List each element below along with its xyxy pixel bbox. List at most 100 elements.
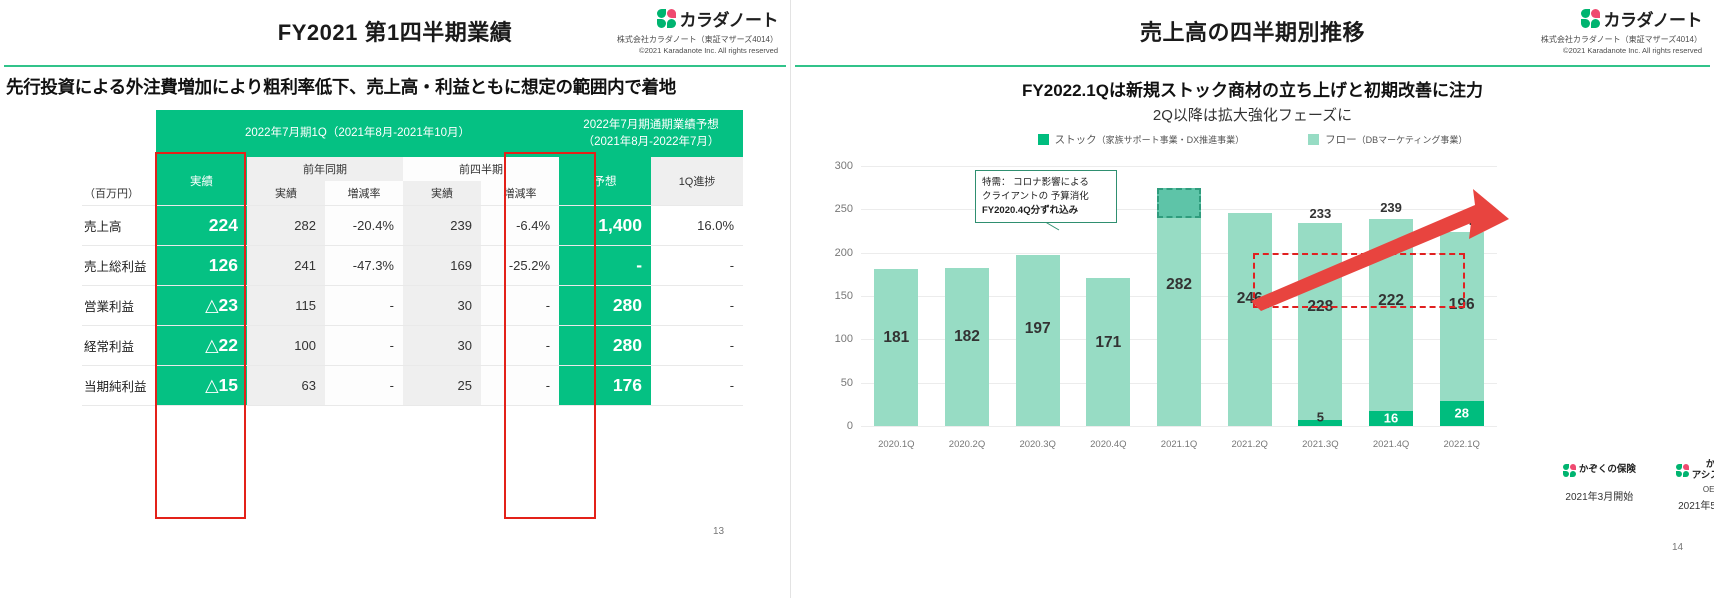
bar-value-flow: 197	[1024, 320, 1051, 338]
ytick-250: 250	[834, 203, 853, 216]
product-launch-row: かぞくの保険 2021年3月開始 かぞく アシスタント OEM 2021年5月開…	[1547, 455, 1714, 512]
bar-value-flow: 171	[1095, 334, 1122, 352]
cell-pq-actual: 25	[403, 365, 481, 406]
brand-name: カラダノート	[679, 11, 779, 30]
cell-actual: 126	[156, 245, 247, 286]
col-header-progress: 1Q進捗	[651, 157, 744, 206]
product-item: かぞくの保険 2021年3月開始	[1547, 455, 1652, 512]
product-item: かぞく アシスタント OEM 2021年5月開始	[1660, 455, 1714, 512]
clover-icon	[1675, 463, 1689, 477]
x-label: 2020.1Q	[878, 439, 915, 450]
cell-py-actual: 63	[247, 365, 325, 406]
bar-value-stock: 16	[1383, 410, 1399, 426]
cell-progress: -	[651, 285, 744, 326]
cell-forecast: -	[559, 245, 652, 286]
cell-pq-actual: 30	[403, 285, 481, 326]
col-header-prev-quarter: 前四半期	[403, 157, 560, 182]
table-row: 経常利益 △22 100 - 30 - 280 -	[82, 325, 744, 366]
col-header-actual: 実績	[156, 157, 247, 206]
cell-py-actual: 241	[247, 245, 325, 286]
cell-pq-actual: 30	[403, 325, 481, 366]
table-subheader-row-1: 実績 前年同期 前四半期 予想 1Q進捗	[82, 157, 744, 206]
legend-label-stock-sub: （家族サポート事業・DX推進事業）	[1096, 135, 1245, 145]
row-label: 売上高	[82, 205, 156, 246]
right-slide-header: 売上高の四半期別推移 カラダノート 株式会社カラダノート（東証マザーズ4014）…	[791, 0, 1714, 67]
bar-special-surge	[1157, 187, 1201, 218]
header-divider	[795, 65, 1710, 67]
ytick-50: 50	[840, 376, 853, 389]
table-group-header-row: 2022年7月期1Q（2021年8月-2021年10月） 2022年7月期通期業…	[82, 110, 744, 158]
callout-line-1: 特需： コロナ影響による	[982, 177, 1089, 188]
legend-item-flow: フロー（DBマーケティング事業）	[1308, 132, 1467, 147]
table-unit-label: （百万円）	[84, 188, 139, 201]
bar-flow: 246	[1227, 212, 1272, 426]
bar-total-label: 239	[1380, 200, 1402, 216]
bar-column: 182	[932, 166, 1003, 426]
forbiz-sub2: 2021年10月開始	[1671, 557, 1714, 570]
left-slide-header: FY2021 第1四半期業績 カラダノート 株式会社カラダノート（東証マザーズ4…	[0, 0, 790, 67]
cell-actual: △22	[156, 325, 247, 366]
bar-flow: 196	[1439, 231, 1484, 401]
clover-logo-icon	[1580, 9, 1600, 28]
brand-block: カラダノート 株式会社カラダノート（東証マザーズ4014） ©2021 Kara…	[617, 6, 778, 56]
cell-progress: -	[651, 325, 744, 366]
callout-line-3: FY2020.4Q分ずれ込み	[982, 204, 1079, 216]
ytick-200: 200	[834, 246, 853, 259]
bar-value-flow: 182	[954, 328, 980, 346]
subcol-pq-actual: 実績	[403, 181, 481, 206]
table-subheader-row-2: （百万円） 実績 増減率 実績 増減率	[82, 181, 743, 206]
product-launch-date: 2021年3月開始	[1565, 492, 1634, 503]
x-label: 2022.1Q	[1443, 439, 1480, 450]
chart-x-axis-labels: 2020.1Q 2020.2Q 2020.3Q 2020.4Q 2021.1Q …	[861, 439, 1497, 450]
bar-column: 246	[1214, 166, 1285, 426]
ytick-100: 100	[834, 333, 853, 346]
bar-stock: 28	[1439, 400, 1484, 426]
chart-plot-area: 300 250 200 150 100 50 0 181 182	[835, 160, 1497, 432]
brand-company: 株式会社カラダノート（東証マザーズ4014）	[1540, 35, 1702, 44]
subcol-py-actual: 実績	[247, 181, 325, 206]
cell-actual: △23	[156, 285, 247, 326]
bar-value-flow: 181	[883, 328, 910, 346]
row-label: 経常利益	[82, 325, 156, 366]
product-note: OEM	[1702, 485, 1714, 494]
brand-block: カラダノート 株式会社カラダノート（東証マザーズ4014） ©2021 Kara…	[1541, 6, 1702, 56]
table-bottom-spacer	[82, 405, 744, 414]
legend-swatch-stock	[1037, 134, 1049, 145]
header-divider	[4, 65, 786, 67]
brand-copyright: ©2021 Karadanote Inc. All rights reserve…	[1563, 45, 1702, 55]
brand-name: カラダノート	[1603, 11, 1703, 30]
cell-py-change: -20.4%	[325, 205, 403, 246]
bar-flow: 282	[1157, 218, 1201, 426]
bar-flow: 228	[1298, 222, 1343, 421]
subcol-py-change: 増減率	[325, 181, 403, 206]
subhead-line-1: FY2022.1Qは新規ストック商材の立ち上げと初期改善に注力	[1022, 81, 1483, 100]
cell-forecast: 1,400	[559, 205, 652, 246]
ytick-150: 150	[834, 290, 853, 302]
bar-column: 181	[861, 166, 932, 426]
table-row: 営業利益 △23 115 - 30 - 280 -	[82, 285, 744, 326]
cell-py-actual: 115	[247, 285, 325, 326]
col-header-prev-year: 前年同期	[247, 157, 403, 182]
legend-item-stock: ストック（家族サポート事業・DX推進事業）	[1037, 132, 1245, 147]
x-label: 2020.2Q	[948, 439, 986, 450]
stock-growth-highlight-box	[1253, 253, 1465, 308]
cell-progress: -	[651, 365, 744, 406]
cell-py-change: -47.3%	[325, 245, 403, 286]
x-label: 2021.4Q	[1372, 439, 1410, 450]
growth-arrow-icon	[1251, 189, 1509, 311]
cell-actual: △15	[156, 365, 247, 406]
legend-label-stock-main: ストック	[1054, 134, 1097, 146]
bar-column: 282	[1144, 166, 1215, 426]
cell-py-actual: 282	[247, 205, 325, 246]
clover-logo-icon	[656, 9, 676, 28]
cell-pq-actual: 169	[403, 245, 481, 286]
quarterly-revenue-chart: 300 250 200 150 100 50 0 181 182	[803, 158, 1503, 458]
col-header-forecast: 予想	[559, 157, 652, 206]
slide-fy2021-q1-results: FY2021 第1四半期業績 カラダノート 株式会社カラダノート（東証マザーズ4…	[0, 0, 790, 598]
x-label: 2020.3Q	[1019, 439, 1056, 450]
chart-legend: ストック（家族サポート事業・DX推進事業） フロー（DBマーケティング事業）	[791, 132, 1714, 147]
slide-quarterly-revenue-trend: 売上高の四半期別推移 カラダノート 株式会社カラダノート（東証マザーズ4014）…	[790, 0, 1714, 598]
product-name-l1: かぞく	[1705, 458, 1714, 470]
page-title: 売上高の四半期別推移	[1139, 20, 1365, 45]
